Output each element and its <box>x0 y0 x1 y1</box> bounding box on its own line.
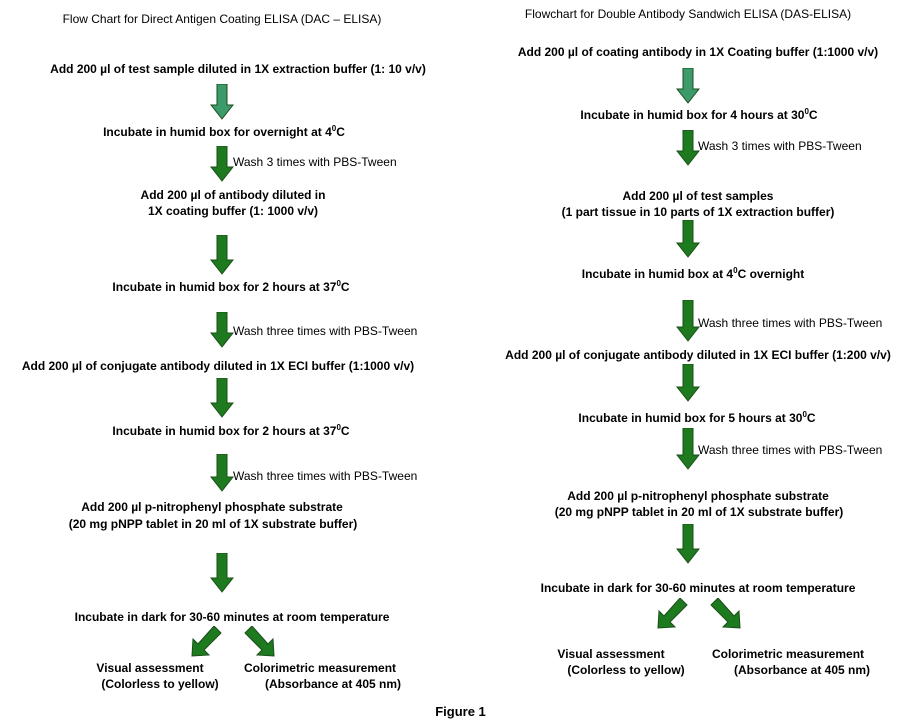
right-outcome-visual-detail: (Colorless to yellow) <box>567 663 685 677</box>
left-step-4: Incubate in humid box for 2 hours at 370… <box>112 279 350 295</box>
down-arrow-icon <box>210 454 234 492</box>
left-step-5: Add 200 µl of conjugate antibody diluted… <box>21 359 415 373</box>
down-arrow-icon <box>210 553 234 593</box>
down-arrow-icon <box>676 68 700 104</box>
down-arrow-icon <box>210 146 234 182</box>
right-outcome-colorimetric-detail: (Absorbance at 405 nm) <box>733 663 871 677</box>
diagonal-arrow-right-icon <box>710 598 742 630</box>
right-wash-3: Wash three times with PBS-Tween <box>698 443 883 457</box>
diagonal-arrow-right-icon <box>244 626 276 658</box>
diagonal-arrow-left-icon <box>656 598 688 630</box>
down-arrow-icon <box>676 364 700 402</box>
left-wash-3: Wash three times with PBS-Tween <box>233 469 418 483</box>
down-arrow-icon <box>210 378 234 418</box>
down-arrow-icon <box>210 84 234 120</box>
left-step-3a: Add 200 µl of antibody diluted in <box>140 188 326 202</box>
right-step-2: Incubate in humid box for 4 hours at 300… <box>580 107 818 123</box>
left-wash-1: Wash 3 times with PBS-Tween <box>233 155 397 169</box>
left-step-7a: Add 200 µl p-nitrophenyl phosphate subst… <box>81 500 343 514</box>
right-outcome-visual: Visual assessment <box>557 647 665 661</box>
left-wash-2: Wash three times with PBS-Tween <box>233 324 418 338</box>
left-step-2: Incubate in humid box for overnight at 4… <box>103 124 345 140</box>
left-step-7b: (20 mg pNPP tablet in 20 ml of 1X substr… <box>68 517 358 531</box>
left-outcome-colorimetric: Colorimetric measurement <box>243 661 397 675</box>
right-step-1: Add 200 µl of coating antibody in 1X Coa… <box>517 45 879 59</box>
down-arrow-icon <box>676 300 700 342</box>
left-outcome-visual-detail: (Colorless to yellow) <box>101 677 219 691</box>
left-step-6: Incubate in humid box for 2 hours at 370… <box>112 423 350 439</box>
down-arrow-icon <box>210 312 234 348</box>
left-step-8: Incubate in dark for 30-60 minutes at ro… <box>74 610 390 624</box>
left-outcome-visual: Visual assessment <box>96 661 204 675</box>
figure-caption: Figure 1 <box>435 704 486 719</box>
right-step-5: Add 200 µl of conjugate antibody diluted… <box>505 348 891 362</box>
right-step-3a: Add 200 µl of test samples <box>622 189 774 203</box>
down-arrow-icon <box>210 235 234 275</box>
right-wash-2: Wash three times with PBS-Tween <box>698 316 883 330</box>
right-wash-1: Wash 3 times with PBS-Tween <box>698 139 862 153</box>
right-step-4: Incubate in humid box at 40C overnight <box>581 266 805 282</box>
left-flowchart-title: Flow Chart for Direct Antigen Coating EL… <box>62 12 382 26</box>
down-arrow-icon <box>676 220 700 258</box>
left-step-1: Add 200 µl of test sample diluted in 1X … <box>50 62 426 76</box>
down-arrow-icon <box>676 130 700 166</box>
right-step-7b: (20 mg pNPP tablet in 20 ml of 1X substr… <box>554 505 844 519</box>
right-step-8: Incubate in dark for 30-60 minutes at ro… <box>540 581 856 595</box>
right-step-6: Incubate in humid box for 5 hours at 300… <box>578 410 816 426</box>
right-step-3b: (1 part tissue in 10 parts of 1X extract… <box>561 205 835 219</box>
left-outcome-colorimetric-detail: (Absorbance at 405 nm) <box>264 677 402 691</box>
right-outcome-colorimetric: Colorimetric measurement <box>711 647 865 661</box>
down-arrow-icon <box>676 428 700 470</box>
left-step-3b: 1X coating buffer (1: 1000 v/v) <box>147 204 319 218</box>
right-flowchart-title: Flowchart for Double Antibody Sandwich E… <box>524 7 852 21</box>
down-arrow-icon <box>676 524 700 564</box>
diagonal-arrow-left-icon <box>190 626 222 658</box>
right-step-7a: Add 200 µl p-nitrophenyl phosphate subst… <box>567 489 829 503</box>
